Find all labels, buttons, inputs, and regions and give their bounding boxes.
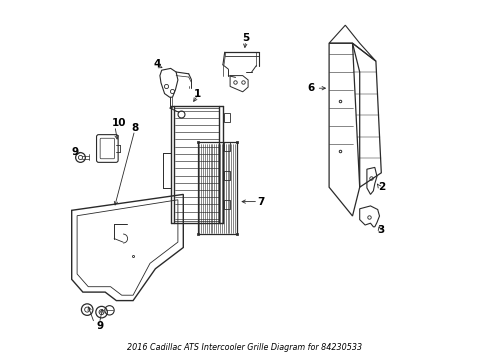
Text: 9: 9 — [71, 147, 78, 157]
Text: 6: 6 — [307, 83, 314, 93]
Text: 4: 4 — [153, 59, 161, 69]
Text: 10: 10 — [112, 118, 126, 129]
Text: 2: 2 — [377, 182, 384, 192]
Bar — [224, 171, 230, 180]
Bar — [224, 142, 230, 151]
Text: 8: 8 — [131, 123, 138, 133]
Bar — [224, 113, 230, 122]
Text: 1: 1 — [194, 89, 201, 99]
Bar — [224, 200, 230, 209]
Text: 3: 3 — [377, 225, 384, 235]
Text: 5: 5 — [242, 33, 249, 43]
Text: 2016 Cadillac ATS Intercooler Grille Diagram for 84230533: 2016 Cadillac ATS Intercooler Grille Dia… — [127, 343, 361, 352]
Text: 9: 9 — [97, 321, 104, 331]
Text: 7: 7 — [257, 197, 264, 207]
